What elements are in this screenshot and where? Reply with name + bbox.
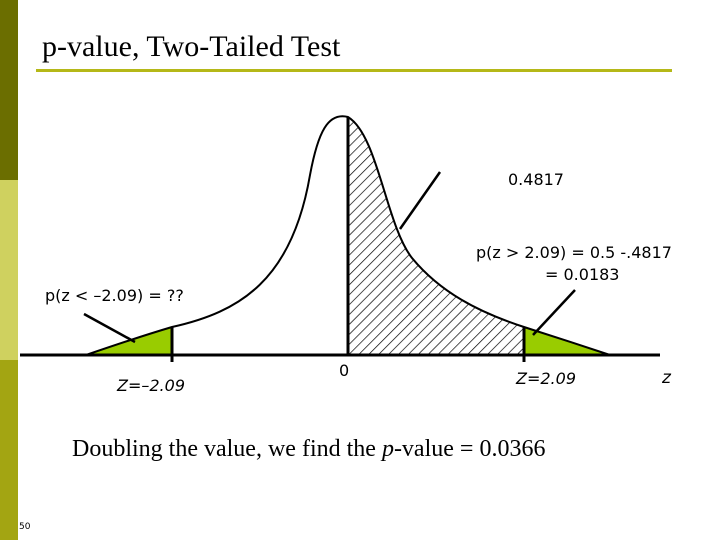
sidebar-dark-segment: [0, 0, 18, 180]
tick-label-right: Z=2.09: [516, 369, 576, 388]
sidebar-light-segment: [0, 180, 18, 360]
area-label: 0.4817: [508, 170, 564, 189]
tick-label-center: 0: [339, 361, 350, 380]
caption-emphasis: p: [381, 436, 394, 462]
pointer-left-tail: [83, 312, 136, 344]
hatched-area: [347, 116, 525, 356]
pointer-right-tail: [532, 289, 576, 336]
caption: Doubling the value, we find the p-value …: [72, 436, 545, 463]
sidebar-mid-segment: [0, 360, 18, 540]
slide-title: p-value, Two-Tailed Test: [42, 30, 341, 63]
caption-after: -value = 0.0366: [393, 436, 546, 462]
tick-label-left: Z=–2.09: [117, 376, 185, 395]
sidebar-decoration: [0, 0, 18, 540]
right-tail-label-line1: p(z > 2.09) = 0.5 -.4817: [476, 243, 672, 262]
normal-curve: [85, 115, 611, 356]
axis-name: z: [662, 368, 671, 388]
right-tail-label-line2: = 0.0183: [545, 265, 620, 284]
left-tail-label: p(z < –2.09) = ??: [45, 286, 184, 305]
pointer-area: [398, 171, 442, 230]
caption-before: Doubling the value, we find the: [72, 436, 382, 462]
right-tail-label-text: p(z > 2.09) = 0.5 -.4817: [476, 243, 672, 262]
page-number: 50: [19, 522, 31, 532]
title-underline: [36, 69, 672, 72]
